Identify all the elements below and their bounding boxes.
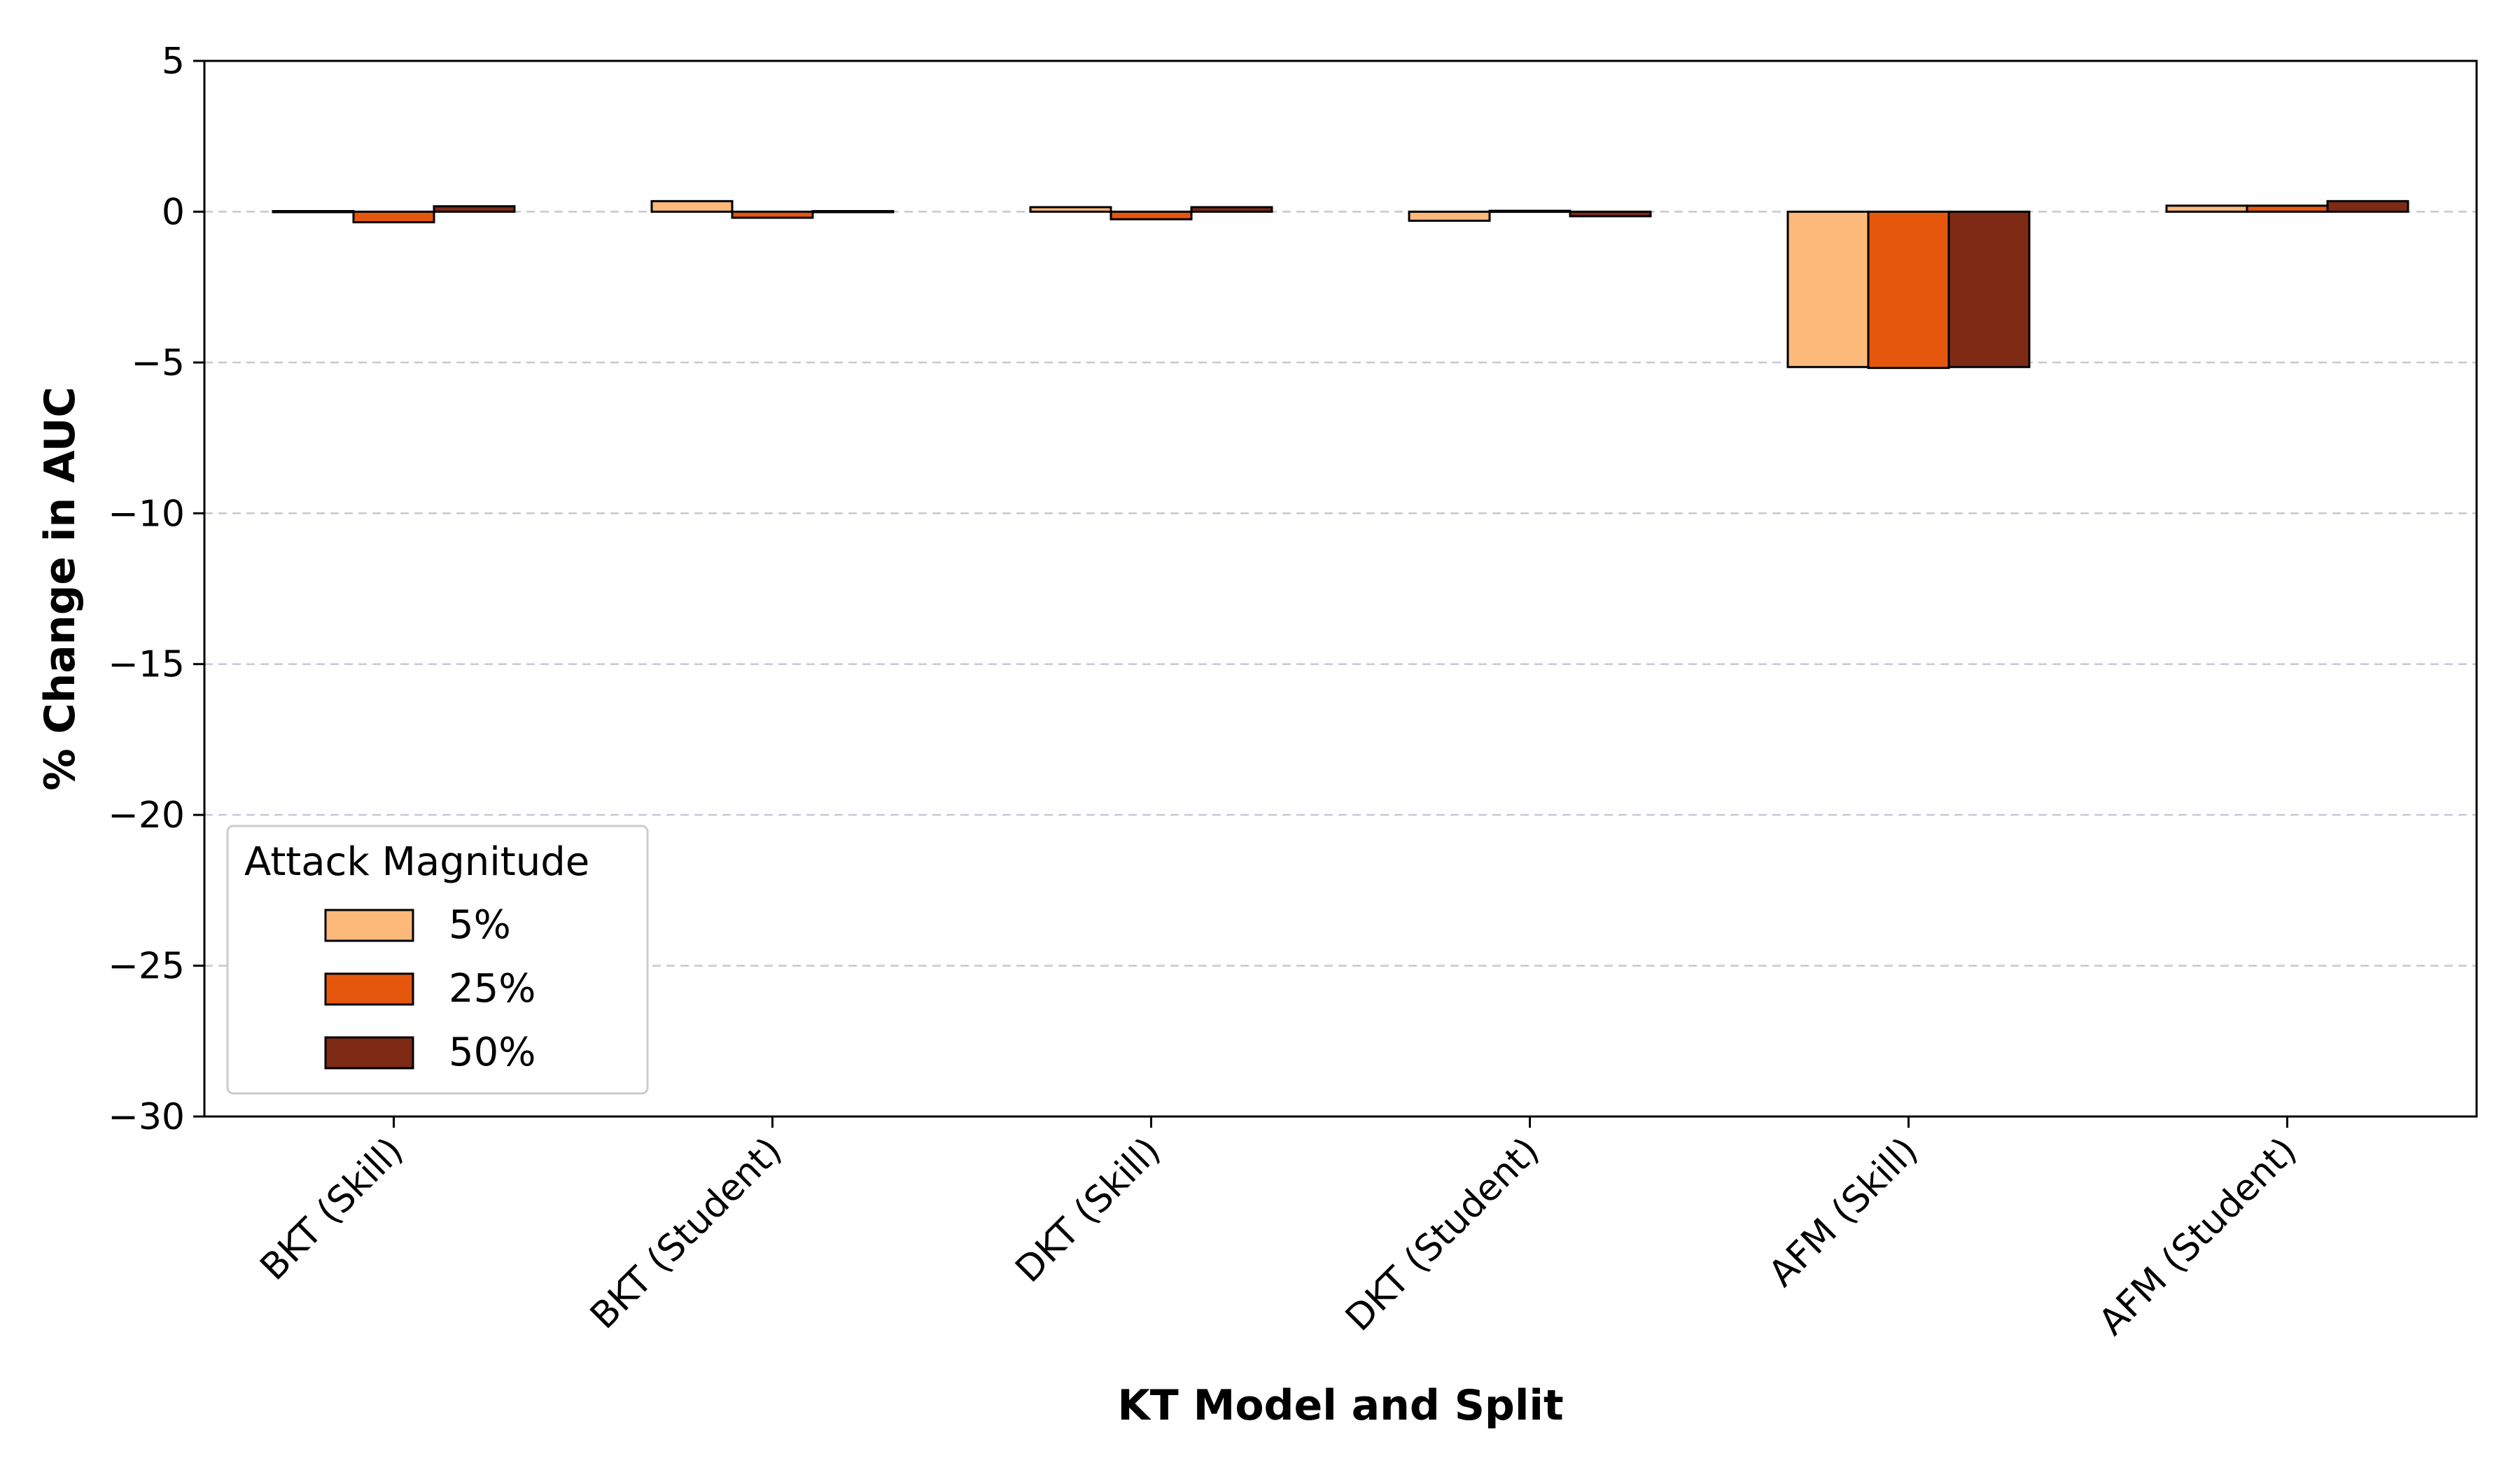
y-axis-title: % Change in AUC [36, 386, 85, 790]
legend-label: 25% [449, 966, 536, 1011]
bar-bkt-student-50pct [811, 210, 895, 214]
bar-dkt-student-50pct [1569, 210, 1652, 218]
plot-frame [203, 59, 2478, 1118]
bar-dkt-skill-50pct [1190, 206, 1273, 213]
y-tick-label: −20 [108, 794, 185, 836]
legend-swatch [324, 972, 414, 1006]
bar-dkt-skill-5pct [1029, 206, 1112, 213]
bar-dkt-student-25pct [1488, 209, 1572, 214]
legend-swatch [324, 909, 414, 942]
legend: Attack Magnitude 5% 25% 50% [226, 825, 649, 1095]
bar-afm-student-50pct [2326, 200, 2409, 213]
y-tick-label: −5 [131, 342, 185, 384]
bars [272, 200, 2409, 370]
bar-bkt-student-5pct [650, 200, 734, 213]
bar-afm-skill-5pct [1786, 210, 1870, 368]
bar-dkt-student-5pct [1408, 210, 1491, 222]
x-axis-title: KT Model and Split [1117, 1381, 1563, 1430]
y-tick-label: −30 [108, 1096, 185, 1138]
y-axis-ticks: 5 0 −5 −10 −15 −20 −25 −30 [108, 41, 204, 1138]
bar-bkt-skill-25pct [352, 210, 435, 224]
y-tick-label: −25 [108, 946, 185, 988]
bar-bkt-skill-5pct [272, 210, 355, 214]
bar-dkt-skill-25pct [1110, 210, 1193, 220]
legend-label: 50% [449, 1030, 536, 1075]
bar-bkt-student-25pct [731, 210, 814, 219]
bar-afm-skill-50pct [1947, 210, 2031, 368]
bar-afm-student-5pct [2165, 204, 2248, 213]
y-tick-label: 0 [162, 191, 185, 233]
y-tick-label: 5 [162, 41, 185, 83]
y-tick-label: −15 [108, 644, 185, 686]
bar-afm-student-25pct [2246, 204, 2329, 213]
legend-box [226, 825, 649, 1095]
legend-swatch [324, 1036, 414, 1070]
bar-bkt-skill-50pct [433, 205, 516, 213]
legend-items: 5% 25% 50% [324, 902, 536, 1075]
legend-label: 5% [449, 902, 511, 948]
y-tick-label: −10 [108, 493, 185, 535]
legend-title: Attack Magnitude [244, 839, 589, 885]
bar-afm-skill-25pct [1867, 210, 1950, 370]
grid-lines [204, 211, 2477, 967]
